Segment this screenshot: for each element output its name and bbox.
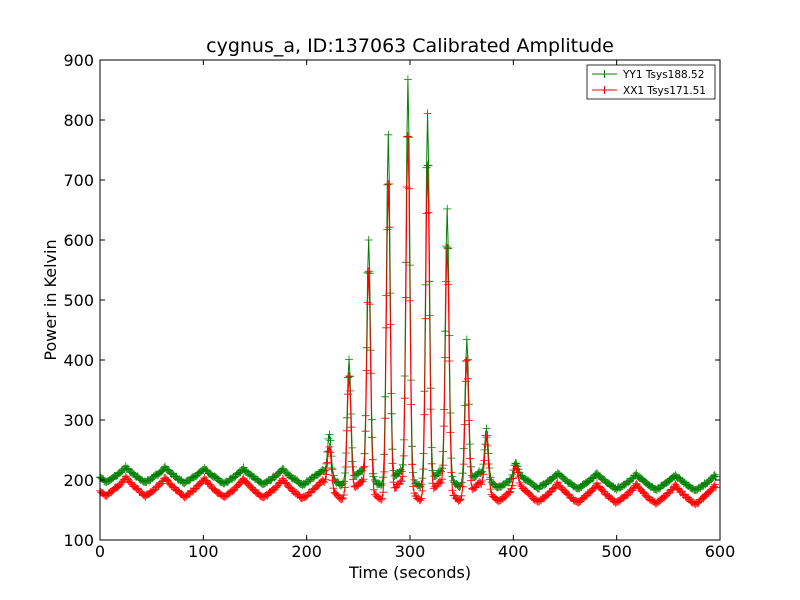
x-tick-label: 100 [188, 542, 219, 561]
y-tick-label: 900 [63, 51, 94, 70]
y-tick-label: 200 [63, 471, 94, 490]
y-tick-label: 400 [63, 351, 94, 370]
x-tick-label: 0 [95, 542, 105, 561]
y-tick-label: 700 [63, 171, 94, 190]
series-xx1 [96, 132, 720, 509]
x-tick-label: 300 [395, 542, 426, 561]
legend: YY1 Tsys188.52 XX1 Tsys171.51 [586, 64, 716, 100]
legend-label-xx1: XX1 Tsys171.51 [623, 85, 706, 97]
y-tick-label: 100 [63, 531, 94, 550]
legend-box [586, 64, 716, 100]
y-tick-label: 500 [63, 291, 94, 310]
x-tick-label: 200 [291, 542, 322, 561]
y-axis-title: Power in Kelvin [41, 239, 60, 360]
x-tick-label: 400 [498, 542, 529, 561]
y-tick-label: 800 [63, 111, 94, 130]
legend-label-yy1: YY1 Tsys188.52 [622, 69, 704, 81]
x-axis-title: Time (seconds) [348, 563, 471, 582]
chart-title: cygnus_a, ID:137063 Calibrated Amplitude [206, 35, 614, 57]
legend-marker-xx1 [600, 86, 609, 94]
y-tick-label: 600 [63, 231, 94, 250]
x-tick-label: 600 [705, 542, 736, 561]
plot-series [96, 75, 720, 509]
y-tick-label: 300 [63, 411, 94, 430]
axis-ticks: 0 100 200 300 400 500 600100200300400500600700… [63, 51, 735, 561]
x-tick-label: 500 [601, 542, 632, 561]
legend-marker-yy1 [600, 70, 609, 78]
